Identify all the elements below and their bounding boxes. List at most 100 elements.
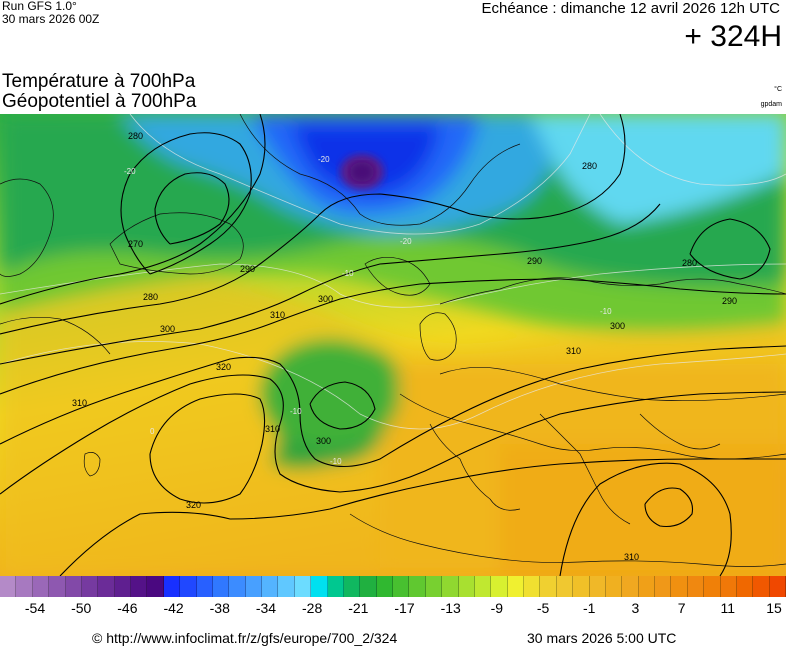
color-scale-swatch (360, 576, 377, 597)
isotherm-label: -20 (124, 167, 136, 176)
color-scale-swatch (671, 576, 688, 597)
color-scale-swatch (687, 576, 705, 597)
color-scale-tick-label: -34 (255, 600, 277, 616)
color-scale-swatch (753, 576, 770, 597)
map-title-geopotential: Géopotentiel à 700hPa (2, 91, 197, 112)
color-scale-tick-label: -54 (24, 600, 46, 616)
color-scale-swatch (343, 576, 361, 597)
color-scale-swatch (81, 576, 99, 597)
color-scale-tick-label: -38 (209, 600, 230, 616)
lead-time: + 324H (684, 20, 782, 53)
color-scale-swatch (0, 576, 17, 597)
color-scale-tick-label: -13 (440, 600, 461, 616)
color-scale-swatch (294, 576, 312, 597)
color-scale-tick-label: 7 (677, 600, 686, 616)
color-scale-tick-label: -28 (302, 600, 323, 616)
isotherm-label: 0 (150, 427, 155, 436)
color-scale-swatch (278, 576, 295, 597)
color-scale-swatch (49, 576, 66, 597)
color-scale-swatch (409, 576, 426, 597)
color-scale-swatch (98, 576, 115, 597)
color-scale-swatch (474, 576, 492, 597)
contour-label: 280 (582, 161, 597, 171)
color-scale-swatch (736, 576, 754, 597)
color-scale-tick-label: -46 (117, 600, 138, 616)
color-scale-tick-label: 11 (720, 600, 736, 616)
color-scale-swatch (507, 576, 524, 597)
source-url: © http://www.infoclimat.fr/z/gfs/europe/… (92, 630, 398, 646)
contour-label: 290 (527, 256, 542, 266)
color-scale-swatch (245, 576, 262, 597)
weather-map: 280 270 280 290 300 310 320 310 300 310 … (0, 114, 786, 576)
color-scale-tick-label: -5 (536, 600, 550, 616)
unit-temperature: °C (774, 86, 782, 93)
unit-geopotential: gpdam (760, 101, 782, 108)
contour-labels: 280 270 280 290 300 310 320 310 300 310 … (72, 131, 737, 562)
color-scale-swatch (114, 576, 131, 597)
color-scale-swatch (769, 576, 786, 597)
run-date: 30 mars 2026 00Z (2, 12, 100, 26)
contour-label: 320 (186, 500, 201, 510)
isotherm-labels: -20 -20 -20 -10 -10 -10 -10 0 (124, 155, 612, 466)
color-scale-swatch (212, 576, 230, 597)
color-scale-swatch (720, 576, 737, 597)
color-scale-swatch (524, 576, 541, 597)
contour-label: 310 (270, 310, 285, 320)
color-scale-swatch (655, 576, 672, 597)
isotherm-label: -20 (318, 155, 330, 164)
contour-label: 290 (240, 264, 255, 274)
temperature-field (0, 114, 786, 576)
color-scale-swatch (16, 576, 33, 597)
isotherm-label: -10 (330, 457, 342, 466)
color-scale-swatch (425, 576, 443, 597)
color-scale-swatch (458, 576, 475, 597)
color-scale-swatch (638, 576, 655, 597)
contour-label: 320 (216, 362, 231, 372)
color-scale-swatch (196, 576, 213, 597)
color-scale-bar (0, 576, 786, 597)
generation-timestamp: 30 mars 2026 5:00 UTC (527, 630, 677, 646)
run-title: Run GFS 1.0° (2, 0, 77, 13)
color-scale-swatch (32, 576, 50, 597)
contour-label: 310 (72, 398, 87, 408)
contour-label: 300 (318, 294, 333, 304)
map-title-temperature: Température à 700hPa (2, 71, 196, 92)
isotherm-label: -10 (290, 407, 302, 416)
contour-label: 310 (624, 552, 639, 562)
color-scale-tick-label: -9 (490, 600, 504, 616)
color-scale-swatch (622, 576, 639, 597)
color-scale-swatch (573, 576, 590, 597)
color-scale-swatch (556, 576, 574, 597)
contour-label: 300 (610, 321, 625, 331)
geopotential-contours (0, 114, 786, 576)
color-scale-tick-label: -42 (163, 600, 184, 616)
contour-label: 310 (265, 424, 280, 434)
isotherm-label: -10 (600, 307, 612, 316)
color-scale-tick-label: 3 (631, 600, 640, 616)
color-scale-swatch (229, 576, 246, 597)
forecast-valid-time: Echéance : dimanche 12 avril 2026 12h UT… (481, 0, 780, 17)
contour-label: 300 (160, 324, 175, 334)
color-scale-swatch (376, 576, 393, 597)
contour-label: 310 (566, 346, 581, 356)
color-scale-swatch (540, 576, 557, 597)
color-scale-tick-label: 15 (766, 600, 782, 616)
contour-label: 300 (316, 436, 331, 446)
color-scale-swatch (491, 576, 508, 597)
color-scale-swatch (393, 576, 410, 597)
color-scale-swatch (65, 576, 82, 597)
color-scale-swatch (704, 576, 721, 597)
color-scale-swatch (605, 576, 623, 597)
color-scale-tick-label: -21 (348, 600, 369, 616)
color-scale-swatch (180, 576, 197, 597)
contour-label: 280 (128, 131, 143, 141)
isotherm-label: -20 (400, 237, 412, 246)
color-scale-swatch (163, 576, 181, 597)
contour-label: 290 (722, 296, 737, 306)
contour-label: 280 (143, 292, 158, 302)
color-scale-ticks: -54 -50 -46 -42 -38 -34 -28 -21 -17 -13 -9 -5 -1 3 7 11… (0, 598, 786, 618)
color-scale-tick-label: -17 (394, 600, 415, 616)
color-scale-swatch (589, 576, 606, 597)
color-scale-swatch (147, 576, 164, 597)
contour-label: 280 (682, 258, 697, 268)
